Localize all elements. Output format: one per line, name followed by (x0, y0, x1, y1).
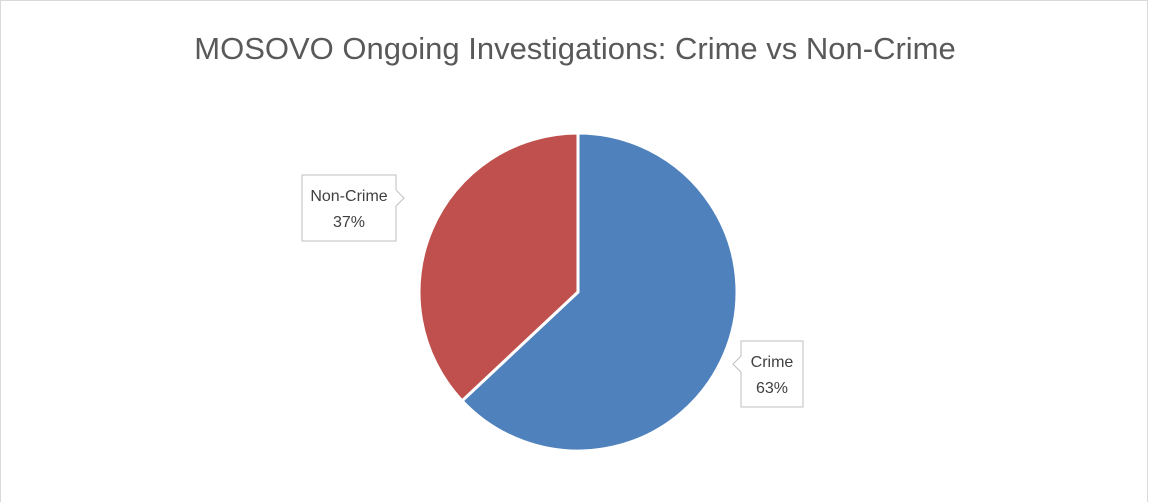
data-label-non-crime: Non-Crime 37% (301, 174, 405, 242)
callout-box (732, 340, 804, 408)
data-label-crime: Crime 63% (732, 340, 804, 408)
data-label-category: Crime (751, 354, 794, 371)
chart-title: MOSOVO Ongoing Investigations: Crime vs … (194, 31, 956, 66)
pie-slice-crime (460, 131, 739, 453)
data-label-category: Non-Crime (310, 188, 387, 205)
callout-box (301, 174, 405, 242)
data-label-percent: 37% (333, 214, 365, 231)
pie-slice-non-crime (417, 131, 580, 403)
data-label-percent: 63% (756, 380, 788, 397)
